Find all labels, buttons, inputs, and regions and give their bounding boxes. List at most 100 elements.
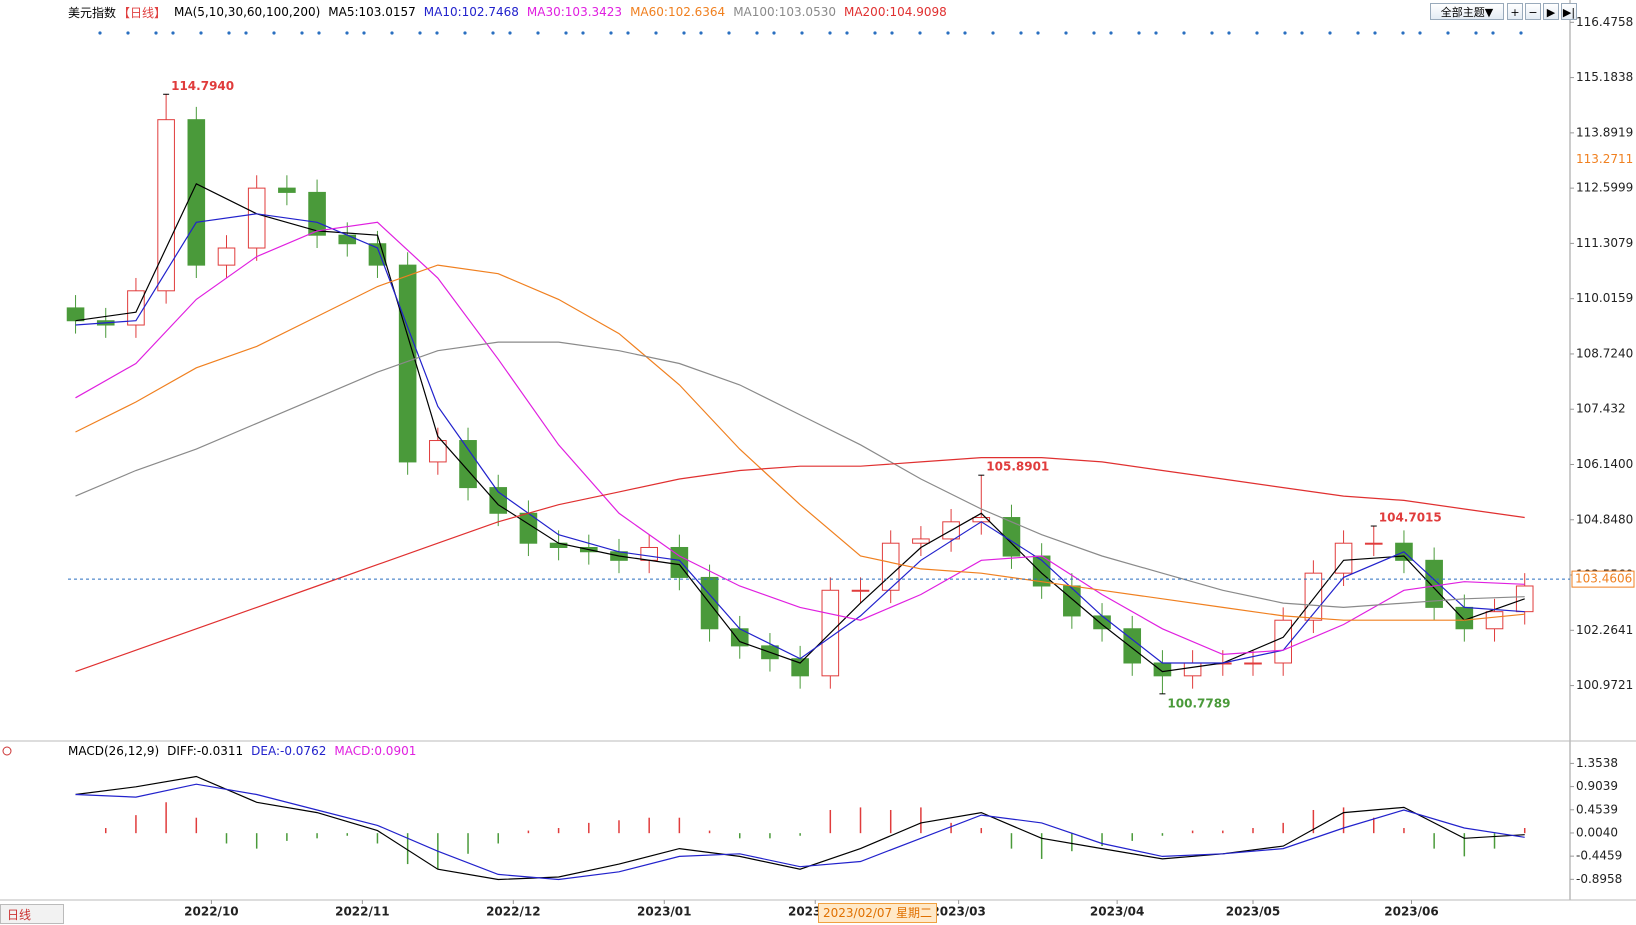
annotation: 100.7789 xyxy=(1167,696,1230,710)
candle-body xyxy=(1002,517,1021,557)
event-dot xyxy=(1227,31,1231,35)
end-button[interactable]: ▶| xyxy=(1561,3,1577,20)
legend-entry: DEA:-0.0762 xyxy=(251,744,327,758)
x-tick-label: 2023/01 xyxy=(637,905,691,919)
event-dot xyxy=(1491,31,1495,35)
legend-entry: DIFF:-0.0311 xyxy=(167,744,244,758)
candle-body xyxy=(1093,615,1111,630)
legend-entry: MA30:103.3423 xyxy=(526,5,623,19)
legend-entry: MA5:103.0157 xyxy=(328,5,416,19)
x-tick-label: 2023/06 xyxy=(1384,905,1438,919)
event-dot xyxy=(1446,31,1450,35)
event-dot xyxy=(654,31,658,35)
event-dot xyxy=(1255,31,1259,35)
annotation: 105.8901 xyxy=(986,460,1049,474)
event-dot xyxy=(244,31,248,35)
annotation: 114.7940 xyxy=(171,79,234,93)
period-tab[interactable]: 日线 xyxy=(0,904,64,924)
next-button[interactable]: ▶ xyxy=(1543,3,1559,20)
candle-body xyxy=(1063,585,1081,617)
y-tick-label: 102.2641 xyxy=(1576,623,1633,637)
event-dot xyxy=(1109,31,1113,35)
event-dot xyxy=(963,31,967,35)
y-tick-label: 0.9039 xyxy=(1576,779,1618,793)
event-dot xyxy=(873,31,877,35)
legend-entry: MA200:104.9098 xyxy=(843,5,947,19)
event-dot xyxy=(1356,31,1360,35)
candle-body xyxy=(640,546,658,561)
zoom-in-button[interactable]: + xyxy=(1507,3,1523,20)
ma-line xyxy=(75,221,1525,656)
title: 美元指数 xyxy=(68,5,117,20)
event-dot xyxy=(946,31,950,35)
event-dot xyxy=(727,31,731,35)
candle-body xyxy=(912,538,930,544)
y-tick-label: -0.8958 xyxy=(1576,872,1622,886)
candle-body xyxy=(66,307,85,322)
event-dot xyxy=(227,31,231,35)
ma-line xyxy=(75,264,1525,621)
candle-body xyxy=(1364,542,1383,545)
macd-panel: 1.3538 0.9039 0.4539 0.0040 -0.4459 -0.8958 xyxy=(75,756,1622,886)
event-dot xyxy=(390,31,394,35)
event-dot xyxy=(126,31,130,35)
event-dot xyxy=(98,31,102,35)
event-dot xyxy=(1328,31,1332,35)
y-tick-label: 112.5999 xyxy=(1576,181,1633,195)
y-tick-label: 100.9721 xyxy=(1576,678,1633,692)
zoom-out-button[interactable]: − xyxy=(1525,3,1541,20)
event-dot xyxy=(828,31,832,35)
legend: 美元指数 【日线】 MA(5,10,30,60,100,200) MA5:103… xyxy=(68,1,947,23)
theme-button[interactable]: 全部主题▼ xyxy=(1430,3,1504,20)
event-dot xyxy=(1373,31,1377,35)
x-tick-label: 2023/05 xyxy=(1226,905,1280,919)
x-tick-label: 2022/10 xyxy=(184,905,238,919)
macd-line xyxy=(75,783,1525,881)
event-dot xyxy=(1300,31,1304,35)
event-dot xyxy=(918,31,922,35)
y-tick-label: 111.3079 xyxy=(1576,236,1633,250)
event-dot xyxy=(1182,31,1186,35)
cursor-value: 113.2711 xyxy=(1576,152,1633,166)
cursor-date: 2023/02/07 星期二 xyxy=(818,903,937,923)
y-tick-label: 0.0040 xyxy=(1576,825,1618,839)
y-tick-label: 110.0159 xyxy=(1576,291,1633,305)
event-dot xyxy=(508,31,512,35)
settings-icon[interactable] xyxy=(2,746,12,756)
legend-entry: MA100:103.0530 xyxy=(733,5,836,19)
macd-legend: MACD(26,12,9) DIFF:-0.0311 DEA:-0.0762 MAC… xyxy=(68,740,416,762)
event-dot xyxy=(609,31,613,35)
event-dot xyxy=(682,31,686,35)
y-tick-label: 116.4758 xyxy=(1576,15,1633,29)
event-dot xyxy=(772,31,776,35)
y-tick-label: 1.3538 xyxy=(1576,756,1618,770)
event-dot xyxy=(300,31,304,35)
event-dot xyxy=(317,31,321,35)
y-tick-label: 106.1400 xyxy=(1576,457,1633,471)
candle-body xyxy=(1425,559,1443,608)
candle-body xyxy=(338,234,357,245)
event-dot xyxy=(463,31,467,35)
y-tick-label: 113.8919 xyxy=(1576,125,1633,139)
candle-body xyxy=(1153,662,1172,677)
event-dot xyxy=(1137,31,1141,35)
event-dot xyxy=(1210,31,1214,35)
candle-body xyxy=(429,440,447,463)
event-dot xyxy=(626,31,630,35)
event-dot xyxy=(1092,31,1096,35)
event-dot xyxy=(1036,31,1040,35)
event-dot xyxy=(1064,31,1068,35)
legend-entry: MACD:0.0901 xyxy=(334,744,417,758)
event-dot xyxy=(890,31,894,35)
event-dot xyxy=(199,31,203,35)
event-dot xyxy=(362,31,366,35)
ma-params: MA(5,10,30,60,100,200) xyxy=(174,5,321,19)
period: 【日线】 xyxy=(118,5,167,20)
y-tick-label: 115.1838 xyxy=(1576,70,1633,84)
ma-line xyxy=(75,341,1525,609)
event-dot xyxy=(171,31,175,35)
candle-body xyxy=(157,119,175,292)
last-price-box xyxy=(1571,570,1635,588)
x-tick-label: 2022/12 xyxy=(486,905,540,919)
event-dot xyxy=(1401,31,1405,35)
